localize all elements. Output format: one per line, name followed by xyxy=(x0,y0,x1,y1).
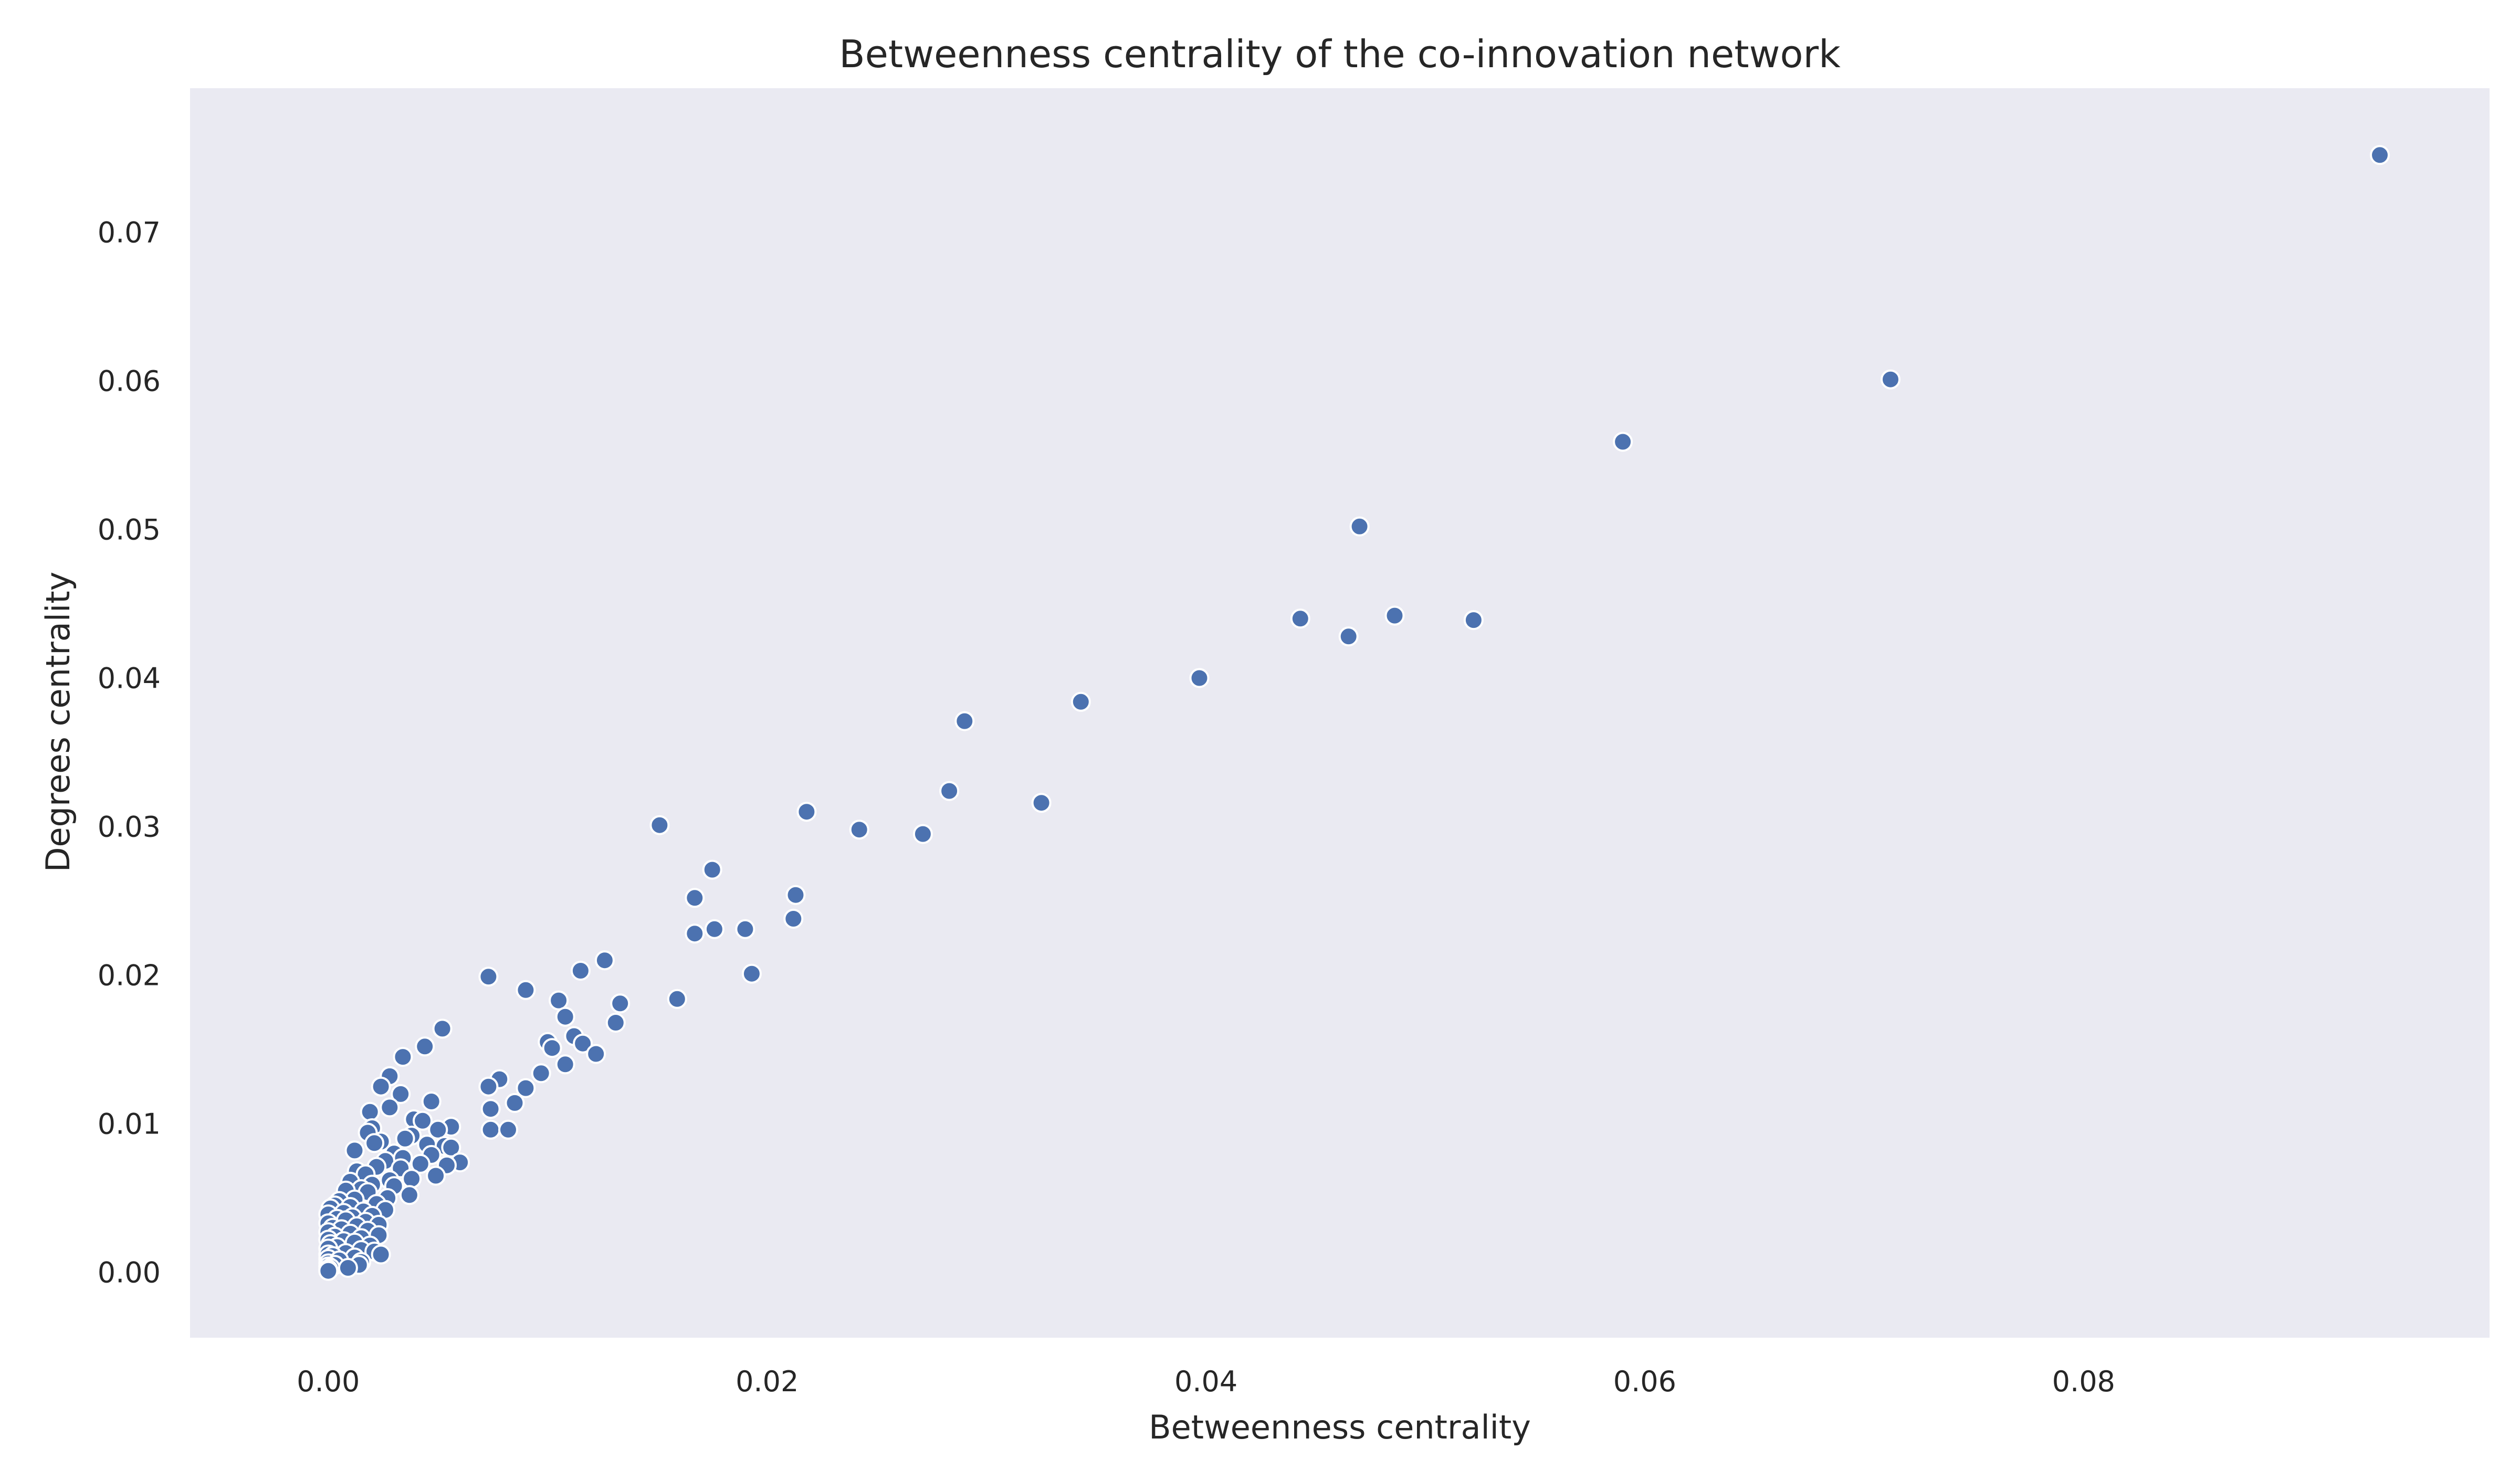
data-point xyxy=(2370,145,2390,165)
data-point xyxy=(516,1078,536,1098)
data-point xyxy=(413,1110,433,1131)
x-tick-label: 0.06 xyxy=(1613,1365,1676,1398)
data-point xyxy=(555,1054,575,1075)
data-point xyxy=(685,923,705,944)
data-point xyxy=(360,1101,380,1122)
y-tick-label: 0.04 xyxy=(98,662,161,695)
data-point xyxy=(410,1153,430,1174)
data-point xyxy=(478,1076,499,1097)
data-point xyxy=(796,802,817,822)
y-tick-labels: 0.00 0.01 0.02 0.03 0.04 0.05 0.06 0.07 xyxy=(98,216,161,1289)
data-point xyxy=(402,1169,422,1189)
data-point xyxy=(1349,516,1370,537)
data-point xyxy=(605,1013,626,1033)
data-point xyxy=(542,1038,562,1058)
data-point xyxy=(912,824,933,844)
data-point xyxy=(586,1044,606,1064)
x-tick-label: 0.08 xyxy=(2052,1365,2115,1398)
data-point xyxy=(478,967,499,987)
x-tick-label: 0.04 xyxy=(1174,1365,1237,1398)
data-point xyxy=(667,989,687,1009)
data-point xyxy=(570,961,591,981)
data-point xyxy=(549,990,569,1011)
y-tick-label: 0.03 xyxy=(98,811,161,844)
data-point xyxy=(704,919,724,939)
data-point xyxy=(1189,668,1210,688)
y-tick-label: 0.00 xyxy=(98,1256,161,1289)
data-point xyxy=(685,888,705,908)
data-point xyxy=(1384,605,1405,626)
data-point xyxy=(344,1140,365,1161)
y-axis-label: Degrees centrality xyxy=(39,572,77,872)
data-point xyxy=(399,1185,419,1205)
data-point xyxy=(649,815,670,835)
data-point xyxy=(702,859,722,880)
y-tick-label: 0.07 xyxy=(98,216,161,249)
data-point xyxy=(1463,610,1484,631)
data-point xyxy=(391,1084,411,1104)
points-layer xyxy=(318,145,2390,1281)
data-point xyxy=(1031,793,1052,813)
data-point xyxy=(432,1018,453,1039)
data-point xyxy=(741,963,762,984)
y-tick-label: 0.01 xyxy=(98,1108,161,1141)
data-point xyxy=(849,820,869,840)
data-point xyxy=(573,1033,593,1054)
data-point xyxy=(505,1093,525,1113)
data-point xyxy=(480,1099,501,1119)
data-point xyxy=(498,1119,518,1140)
data-point xyxy=(393,1047,413,1067)
data-point xyxy=(480,1119,501,1140)
data-point xyxy=(421,1091,442,1111)
data-point xyxy=(1290,608,1310,629)
data-point xyxy=(426,1166,446,1186)
data-point xyxy=(785,885,806,905)
x-tick-label: 0.02 xyxy=(736,1365,799,1398)
data-point xyxy=(395,1128,415,1149)
data-point xyxy=(783,909,804,929)
data-point xyxy=(371,1244,391,1265)
x-tick-label: 0.00 xyxy=(297,1365,360,1398)
plot-area xyxy=(190,88,2490,1338)
y-tick-label: 0.02 xyxy=(98,959,161,992)
data-point xyxy=(1613,432,1633,452)
data-point xyxy=(415,1036,435,1057)
y-tick-label: 0.05 xyxy=(98,513,161,547)
data-point xyxy=(610,993,631,1014)
x-axis-label: Betweenness centrality xyxy=(1149,1408,1531,1446)
data-point xyxy=(371,1076,391,1097)
data-point xyxy=(531,1063,551,1084)
x-tick-labels: 0.00 0.02 0.04 0.06 0.08 xyxy=(297,1365,2115,1398)
data-point xyxy=(954,711,975,731)
data-point xyxy=(516,980,536,1000)
data-point xyxy=(364,1133,385,1153)
data-point xyxy=(555,1006,575,1027)
data-point xyxy=(318,1261,339,1281)
y-tick-label: 0.06 xyxy=(98,365,161,398)
data-point xyxy=(1070,691,1091,712)
data-point xyxy=(380,1097,400,1118)
data-point xyxy=(735,919,755,939)
chart-title: Betweenness centrality of the co-innovat… xyxy=(839,32,1841,76)
data-point xyxy=(338,1258,358,1278)
data-point xyxy=(939,781,960,801)
data-point xyxy=(594,950,615,971)
data-point xyxy=(1338,626,1359,647)
data-point xyxy=(1881,369,1900,390)
